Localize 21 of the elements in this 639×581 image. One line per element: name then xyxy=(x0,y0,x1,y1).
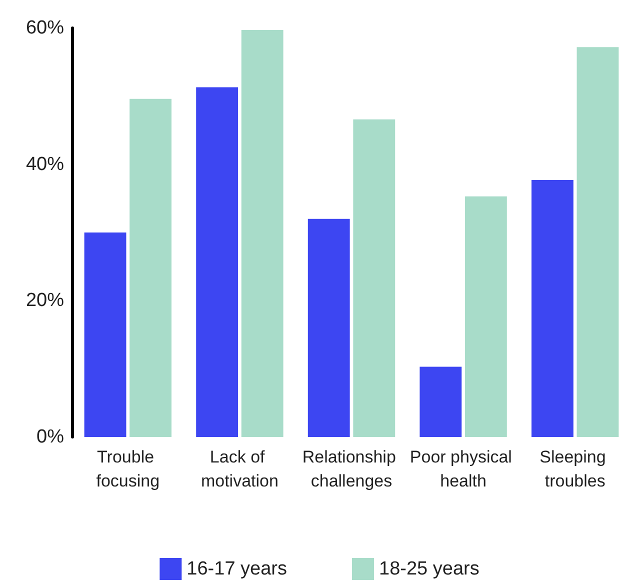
legend-label: 16-17 years xyxy=(186,558,288,580)
bar xyxy=(532,180,574,437)
bar xyxy=(130,98,172,437)
x-tick-label: Poor physical health xyxy=(410,448,517,490)
y-tick-label: 40% xyxy=(26,154,64,175)
legend-label: 18-25 years xyxy=(379,558,480,580)
y-tick-label: 60% xyxy=(26,18,64,38)
bar xyxy=(420,366,462,437)
x-tick-label: Relationship challenges xyxy=(302,448,401,490)
x-tick-label: Trouble focusing xyxy=(96,448,160,490)
y-tick-label: 20% xyxy=(26,290,64,312)
bar xyxy=(464,196,507,437)
bar xyxy=(353,119,396,437)
bar xyxy=(576,47,619,437)
x-tick-label: Lack of motivation xyxy=(200,448,278,490)
bar xyxy=(84,232,126,437)
y-tick-label: 0% xyxy=(36,426,64,448)
bar xyxy=(241,30,284,437)
x-tick-label: Sleeping troubles xyxy=(540,448,611,490)
bar xyxy=(196,87,238,437)
bar xyxy=(308,218,350,437)
